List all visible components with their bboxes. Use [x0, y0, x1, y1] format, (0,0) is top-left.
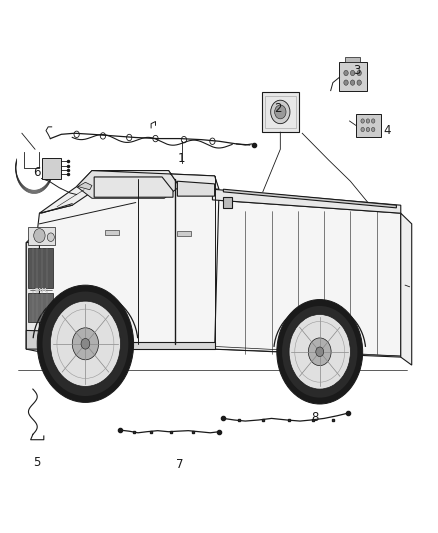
Bar — [265, 96, 296, 128]
Circle shape — [357, 70, 361, 76]
Circle shape — [357, 80, 361, 85]
Bar — [28, 227, 55, 245]
Bar — [345, 57, 360, 62]
Circle shape — [344, 80, 348, 85]
Circle shape — [81, 338, 90, 349]
Bar — [356, 114, 381, 137]
Bar — [177, 231, 191, 236]
Polygon shape — [223, 197, 232, 208]
Polygon shape — [212, 200, 401, 357]
Wedge shape — [289, 314, 350, 389]
Circle shape — [271, 100, 290, 124]
Circle shape — [371, 119, 375, 123]
Text: 5: 5 — [34, 456, 41, 469]
Polygon shape — [92, 171, 219, 189]
Wedge shape — [50, 301, 120, 386]
Bar — [28, 293, 53, 322]
Circle shape — [316, 347, 324, 357]
Circle shape — [344, 70, 348, 76]
Polygon shape — [26, 243, 39, 352]
Text: 1: 1 — [178, 152, 186, 165]
Circle shape — [366, 127, 370, 132]
Polygon shape — [223, 189, 396, 208]
Text: RAM: RAM — [35, 288, 47, 293]
Circle shape — [34, 229, 45, 243]
Polygon shape — [94, 177, 173, 197]
Wedge shape — [282, 306, 357, 398]
Polygon shape — [401, 213, 412, 365]
Circle shape — [350, 80, 355, 85]
Circle shape — [72, 328, 99, 360]
Text: 7: 7 — [176, 458, 184, 471]
Circle shape — [361, 119, 364, 123]
Text: 3: 3 — [353, 64, 360, 77]
Bar — [42, 158, 61, 179]
Wedge shape — [42, 292, 128, 396]
Polygon shape — [339, 62, 367, 91]
Circle shape — [275, 105, 286, 119]
Wedge shape — [37, 285, 134, 402]
Bar — [105, 230, 119, 235]
Circle shape — [366, 119, 370, 123]
Circle shape — [308, 338, 331, 366]
Polygon shape — [78, 182, 92, 190]
Polygon shape — [26, 330, 72, 349]
Wedge shape — [277, 300, 363, 404]
Polygon shape — [212, 189, 401, 213]
Text: 6: 6 — [33, 166, 41, 179]
Text: 4: 4 — [383, 124, 391, 137]
Polygon shape — [77, 171, 180, 198]
Circle shape — [361, 127, 364, 132]
Text: 2: 2 — [274, 102, 282, 115]
Polygon shape — [39, 342, 215, 349]
Circle shape — [371, 127, 375, 132]
Polygon shape — [39, 187, 92, 213]
Bar — [262, 92, 299, 132]
Text: 8: 8 — [312, 411, 319, 424]
Bar — [28, 248, 53, 288]
Polygon shape — [177, 181, 215, 196]
Circle shape — [350, 70, 355, 76]
Polygon shape — [26, 171, 219, 349]
Circle shape — [47, 233, 54, 241]
